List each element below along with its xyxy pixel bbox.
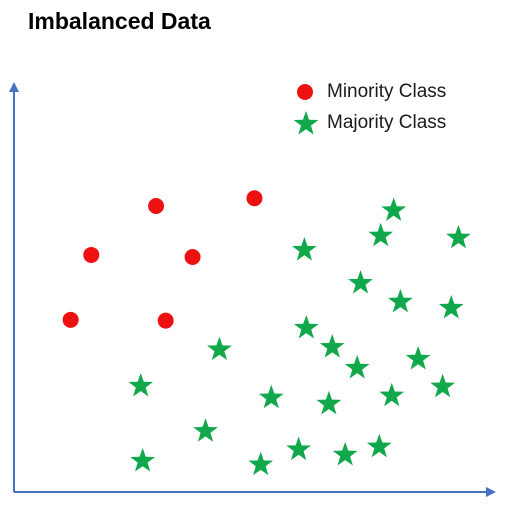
majority-point xyxy=(128,372,154,397)
minority-point xyxy=(246,190,263,207)
majority-point xyxy=(438,294,464,319)
legend-item-minority: Minority Class xyxy=(297,81,446,102)
majority-point xyxy=(130,447,155,472)
majority-point xyxy=(405,345,431,370)
legend-label-majority: Majority Class xyxy=(327,112,446,133)
majority-point xyxy=(319,334,345,358)
majority-point xyxy=(293,314,319,339)
majority-point xyxy=(193,418,218,442)
majority-point xyxy=(344,354,370,379)
majority-point xyxy=(379,382,405,407)
legend: Minority Class Majority Class xyxy=(293,81,446,135)
majority-point xyxy=(332,441,358,466)
legend-item-majority: Majority Class xyxy=(293,111,446,135)
minority-point xyxy=(157,312,174,329)
majority-point xyxy=(381,197,407,221)
majority-point xyxy=(388,288,413,313)
minority-point xyxy=(148,197,165,214)
legend-star-icon xyxy=(293,111,319,135)
majority-point xyxy=(292,237,317,261)
majority-point xyxy=(430,373,455,398)
majority-point xyxy=(366,433,392,458)
majority-point xyxy=(348,270,373,294)
legend-circle-icon xyxy=(297,84,313,100)
majority-point xyxy=(368,222,394,247)
minority-point xyxy=(184,248,201,265)
minority-point xyxy=(83,246,100,263)
data-points xyxy=(62,190,471,476)
majority-point xyxy=(248,451,274,476)
majority-point xyxy=(316,390,342,415)
majority-point xyxy=(286,436,311,461)
majority-point xyxy=(446,224,471,249)
majority-point xyxy=(207,336,232,361)
minority-point xyxy=(62,311,79,328)
legend-label-minority: Minority Class xyxy=(327,81,446,102)
majority-point xyxy=(258,384,284,409)
chart-title: Imbalanced Data xyxy=(28,8,211,34)
